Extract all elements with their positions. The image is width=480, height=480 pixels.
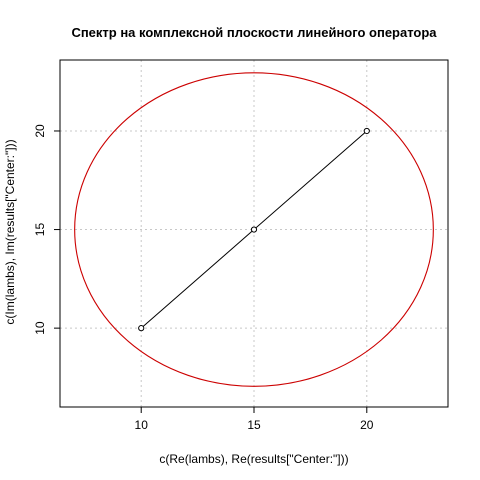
y-tick-label: 15 <box>33 223 47 237</box>
y-axis: 10 15 20 <box>33 124 60 335</box>
data-point <box>138 325 145 332</box>
x-tick-label: 10 <box>135 418 149 432</box>
grid <box>60 60 448 407</box>
y-tick-label: 10 <box>33 321 47 335</box>
x-axis: 10 15 20 <box>135 407 374 432</box>
data-point <box>363 127 370 135</box>
plot-frame <box>59 59 449 408</box>
x-tick-label: 15 <box>247 418 261 432</box>
circle <box>74 72 434 387</box>
data-point <box>250 226 258 233</box>
y-tick-label: 20 <box>33 124 47 138</box>
series-layer <box>138 127 370 332</box>
x-tick-label: 20 <box>360 418 374 432</box>
chart-title: Спектр на комплексной плоскости линейног… <box>71 25 437 40</box>
circle-layer <box>74 72 434 387</box>
x-axis-label: c(Re(lambs), Re(results["Center:"])) <box>159 452 348 466</box>
y-axis-label: c(Im(lambs), Im(results["Center:"])) <box>3 139 17 324</box>
